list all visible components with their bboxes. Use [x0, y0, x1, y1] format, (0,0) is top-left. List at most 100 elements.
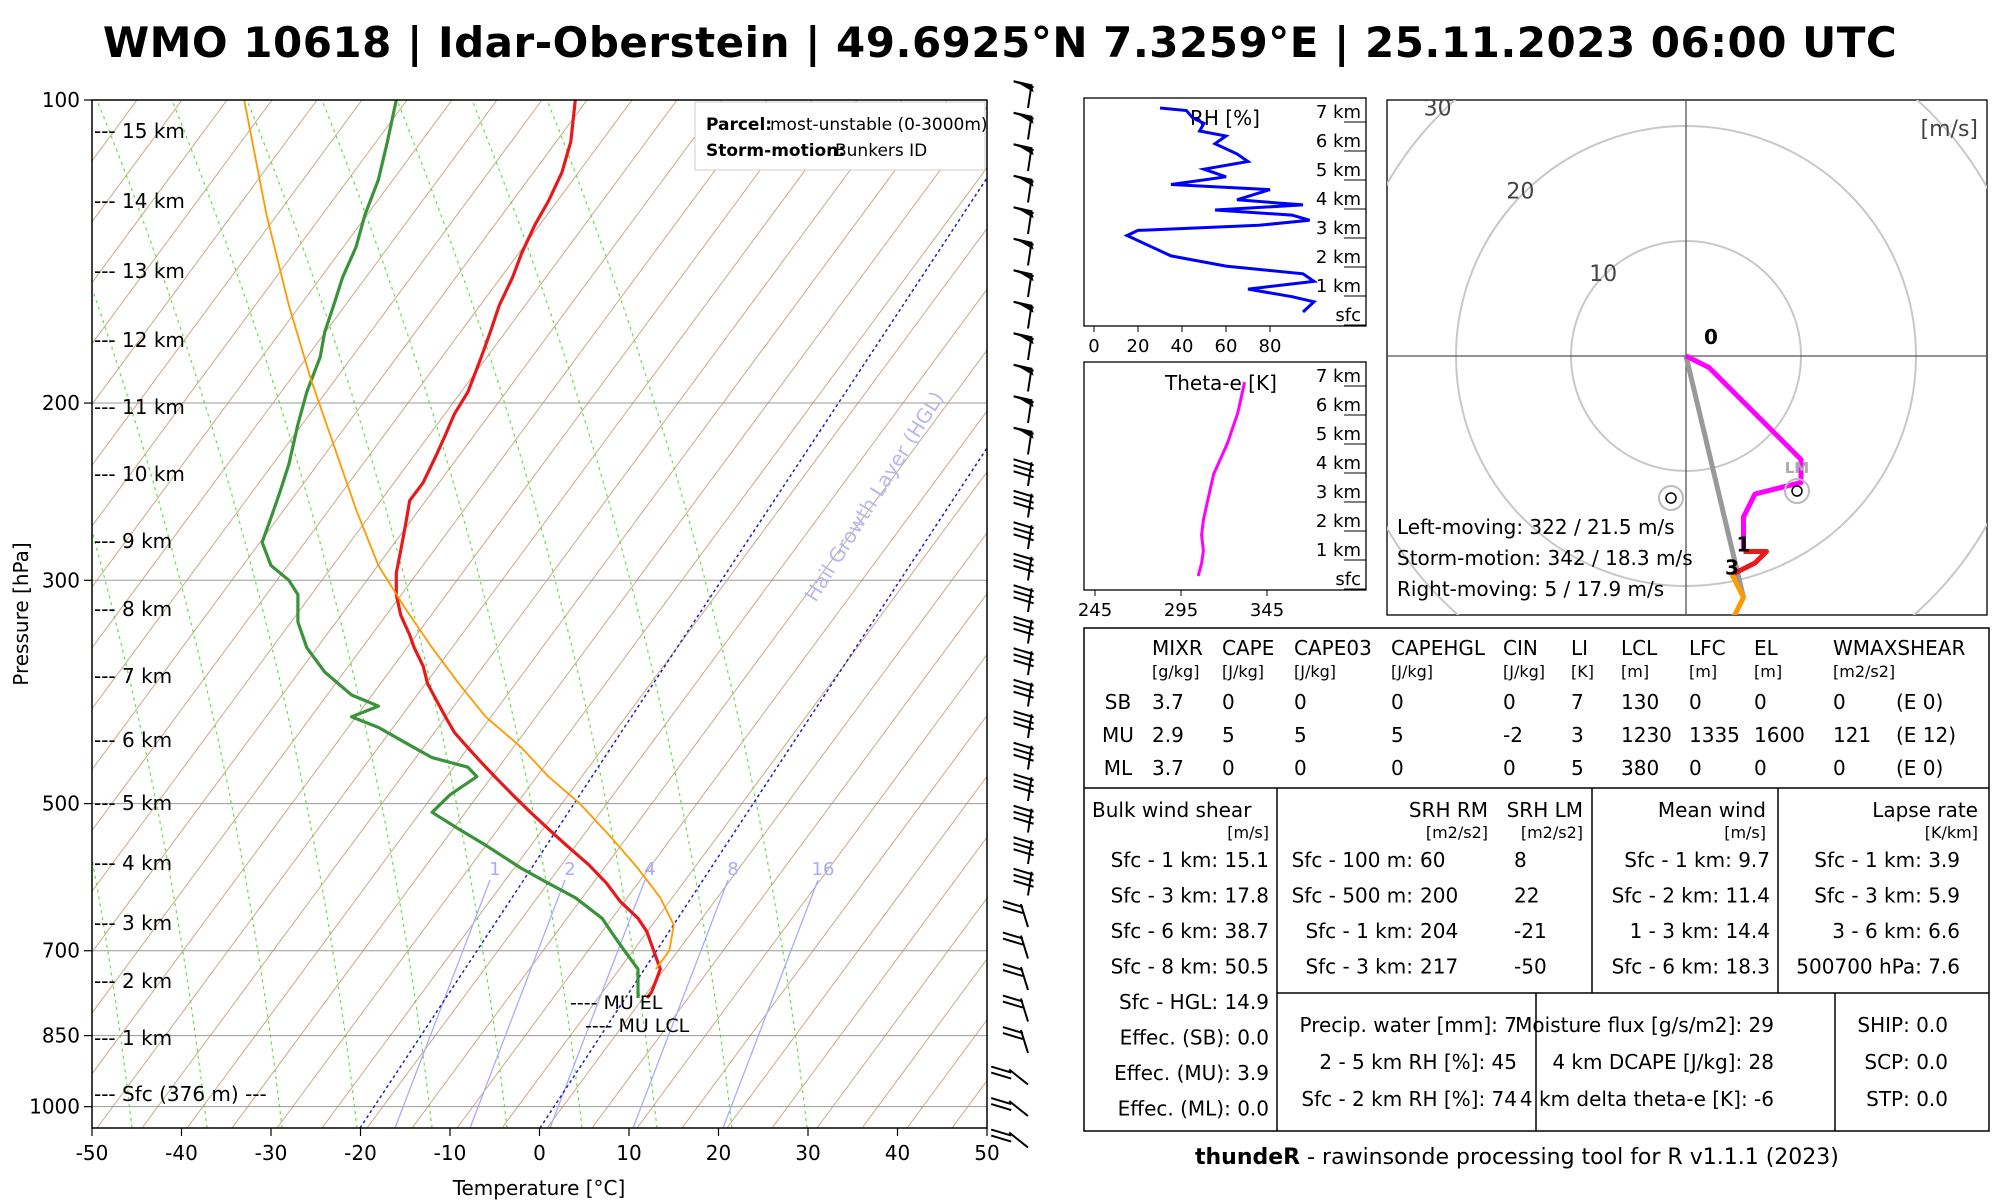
barb-feather: [1002, 969, 1024, 978]
table1-cell: 2.9: [1152, 723, 1184, 747]
table1-header: EL: [1754, 636, 1779, 660]
hodograph: 10 20 30 40 [m/s] 0 13 LM Left-moving: 322 / 21.…: [1386, 99, 1988, 616]
bulk-row: Sfc - 1 km: 15.1: [1111, 848, 1269, 872]
te-height-label: 4 km: [1316, 453, 1361, 474]
moist-left-row: Sfc - 2 km RH [%]: 74: [1301, 1087, 1517, 1111]
hodo-text: Right-moving: 5 / 17.9 m/s: [1397, 577, 1664, 601]
lm-label: LM: [1785, 459, 1810, 477]
barb-feather: [1002, 1000, 1024, 1009]
dry-adiabat: [0, 100, 2, 1128]
barb-feather: [1013, 584, 1034, 593]
dry-adiabat: [456, 410, 987, 1128]
barb-feather: [1002, 1032, 1024, 1041]
hodo-trace: [1684, 353, 1804, 552]
wind-barb: [1013, 363, 1034, 392]
barb-feather: [1013, 143, 1034, 152]
te-title: Theta-e [K]: [1164, 371, 1277, 395]
te-height-label: 3 km: [1316, 482, 1361, 503]
wind-barb: [1013, 395, 1034, 424]
table1-cell: 0: [1754, 756, 1767, 780]
barb-feather: [1013, 867, 1034, 876]
wind-barb: [1013, 111, 1034, 140]
barb-staff: [1019, 966, 1029, 991]
moist-adiabat: [92, 855, 133, 1128]
barb-feather: [1013, 80, 1034, 89]
y-tick-label: 850: [42, 1024, 80, 1048]
x-tick-label: -30: [255, 1141, 288, 1165]
barb-staff: [1008, 1100, 1029, 1117]
barb-feather: [1013, 779, 1034, 788]
barb-flag: [1013, 80, 1034, 93]
rh-height-label: 1 km: [1316, 276, 1361, 297]
barb-feather: [1002, 1026, 1024, 1035]
y-tick-label: 1000: [29, 1095, 80, 1119]
x-tick-label: 10: [616, 1141, 641, 1165]
srh-h1: SRH RM: [1409, 798, 1488, 822]
x-tick-label: 50: [974, 1141, 999, 1165]
table1-header: LI: [1571, 636, 1588, 660]
bunkers-marker: [1784, 478, 1810, 504]
te-x-label: 295: [1164, 600, 1198, 621]
barb-staff: [1027, 808, 1033, 833]
x-tick-label: 0: [533, 1141, 546, 1165]
barb-staff: [1027, 651, 1033, 676]
moist-mid-row: Moisture flux [g/s/m2]: 29: [1515, 1013, 1774, 1037]
barb-feather: [1013, 753, 1034, 762]
barb-staff: [1027, 871, 1033, 896]
srh-lm: 8: [1514, 848, 1527, 872]
wind-barb: [1013, 143, 1034, 172]
barb-feather: [1013, 615, 1034, 624]
te-height-label: 5 km: [1316, 424, 1361, 445]
barb-feather: [990, 1097, 1012, 1106]
barb-feather: [1013, 552, 1034, 561]
moist-right-row: SHIP: 0.0: [1857, 1013, 1948, 1037]
hodo-mean-line: [1683, 355, 1746, 599]
skewt-frame: -50 -40 -30 -20 -10 0 10 20 30 40 50 Temperature [°…: [9, 88, 1000, 1200]
barb-feather: [1013, 269, 1034, 278]
wind-barb: [1013, 174, 1034, 203]
height-label: --- 10 km: [94, 462, 185, 486]
hodo-text: Left-moving: 322 / 21.5 m/s: [1397, 515, 1675, 539]
table1-cell: 0: [1222, 690, 1235, 714]
mixing-ratio-label: 8: [727, 859, 738, 880]
hodo-unit: [m/s]: [1921, 117, 1978, 142]
wind-barbs: [990, 80, 1034, 1149]
x-tick-label: 30: [795, 1141, 820, 1165]
barb-feather: [1013, 564, 1034, 573]
barb-feather: [1013, 710, 1034, 719]
table1-cell: 0: [1833, 690, 1846, 714]
barb-staff: [1027, 556, 1033, 581]
table1-cell: 0: [1503, 756, 1516, 780]
height-label: --- 13 km: [94, 259, 185, 283]
legend-box: [694, 101, 986, 171]
table1-cell: 1335: [1689, 723, 1740, 747]
dry-adiabat: [92, 100, 543, 710]
barb-flag: [1013, 332, 1034, 345]
x-tick-label: 40: [885, 1141, 910, 1165]
table1-cell: 5: [1222, 723, 1235, 747]
table1-unit: [J/kg]: [1294, 662, 1336, 681]
barb-staff: [1008, 1131, 1029, 1149]
wind-barb: [1013, 80, 1034, 109]
dry-adiabat: [92, 100, 318, 406]
height-label: --- 6 km: [94, 728, 172, 752]
moist-mid-row: 4 km DCAPE [J/kg]: 28: [1552, 1050, 1774, 1074]
barb-feather: [1013, 678, 1034, 687]
bulk-row: Effec. (SB): 0.0: [1120, 1026, 1269, 1050]
mixing-ratio-label: 1: [489, 859, 500, 880]
barb-feather: [1013, 237, 1034, 246]
dry-adiabat: [411, 349, 987, 1128]
rh-height-label: 3 km: [1316, 218, 1361, 239]
barb-feather: [990, 1134, 1012, 1143]
barb-staff: [1019, 903, 1029, 928]
barb-feather: [1013, 716, 1034, 725]
barb-flag: [1013, 237, 1034, 250]
moist-right-row: SCP: 0.0: [1864, 1050, 1948, 1074]
meanwind-row: Sfc - 2 km: 11.4: [1612, 884, 1770, 908]
table1-cell: 0: [1391, 756, 1404, 780]
height-label: --- 4 km: [94, 851, 172, 875]
barb-staff: [1019, 935, 1029, 959]
barb-staff: [1027, 745, 1033, 770]
height-label: --- 15 km: [94, 119, 185, 143]
dry-adiabat: [186, 100, 948, 1128]
